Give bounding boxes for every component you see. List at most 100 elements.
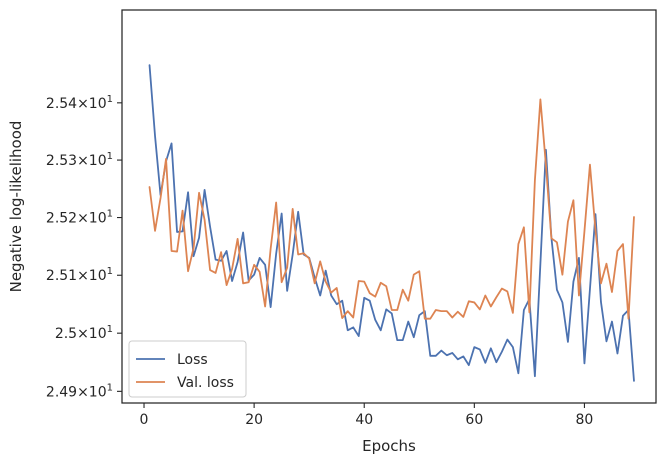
data-point-val-loss [324,280,326,282]
data-point-val-loss [280,281,282,283]
data-point-loss [512,346,514,348]
data-point-loss [583,362,585,364]
data-point-loss [319,294,321,296]
data-point-loss [616,352,618,354]
data-point-loss [457,358,459,360]
data-point-loss [209,226,211,228]
plot-frame [121,9,657,404]
data-point-val-loss [473,301,475,303]
data-point-loss [187,191,189,193]
data-point-val-loss [336,287,338,289]
y-tick-label: 2.52×101 [46,209,113,227]
data-point-loss [176,231,178,233]
data-point-loss [611,320,613,322]
legend-label-val-loss: Val. loss [177,375,234,391]
y-tick-label: 2.5×101 [55,324,113,342]
data-point-loss [479,348,481,350]
data-point-val-loss [506,290,508,292]
data-point-val-loss [369,292,371,294]
data-point-loss [280,212,282,214]
data-point-loss [589,288,591,290]
data-point-val-loss [165,158,167,160]
x-tick-label: 80 [576,412,594,428]
data-point-val-loss [192,247,194,249]
data-point-loss [484,362,486,364]
data-point-loss [490,347,492,349]
data-point-loss [473,346,475,348]
data-point-val-loss [512,312,514,314]
data-point-val-loss [534,179,536,181]
data-point-val-loss [374,295,376,297]
legend: Loss Val. loss [128,340,247,398]
y-tick-label: 2.49×101 [46,382,113,400]
data-point-val-loss [275,201,277,203]
data-point-val-loss [148,186,150,188]
data-point-val-loss [220,251,222,253]
data-point-val-loss [358,280,360,282]
data-point-val-loss [490,305,492,307]
data-point-loss [446,354,448,356]
data-point-val-loss [457,311,459,313]
data-point-val-loss [523,226,525,228]
data-point-val-loss [214,272,216,274]
data-point-val-loss [446,310,448,312]
data-point-val-loss [545,163,547,165]
data-point-val-loss [380,282,382,284]
y-axis: 2.49×101 2.5×101 2.51×101 2.52×101 2.53×101 2… [46,94,122,400]
data-point-val-loss [611,291,613,293]
data-point-loss [264,264,266,266]
data-point-loss [391,312,393,314]
data-point-val-loss [291,208,293,210]
data-point-val-loss [479,308,481,310]
x-tick-label: 0 [140,412,149,428]
data-point-loss [435,355,437,357]
data-point-loss [231,280,233,282]
data-point-loss [236,261,238,263]
data-point-val-loss [583,230,585,232]
series-points-val-loss [148,98,635,320]
data-point-val-loss [347,310,349,312]
data-point-loss [501,351,503,353]
data-point-loss [154,135,156,137]
data-point-val-loss [231,268,233,270]
data-point-loss [402,339,404,341]
data-point-loss [462,355,464,357]
data-point-loss [413,336,415,338]
data-point-val-loss [578,294,580,296]
data-point-loss [347,329,349,331]
data-point-loss [148,64,150,66]
data-point-val-loss [308,257,310,259]
data-point-val-loss [495,296,497,298]
data-point-loss [330,294,332,296]
data-point-val-loss [258,271,260,273]
data-point-loss [297,211,299,213]
data-point-loss [418,314,420,316]
data-point-loss [517,372,519,374]
data-point-loss [633,380,635,382]
data-point-val-loss [363,280,365,282]
legend-label-loss: Loss [177,352,208,368]
series-line-val-loss [148,98,635,320]
data-point-val-loss [170,250,172,252]
x-axis-label: Epochs [362,437,416,455]
data-point-loss [451,352,453,354]
data-point-loss [324,269,326,271]
data-point-loss [380,329,382,331]
data-point-val-loss [242,282,244,284]
data-point-val-loss [440,310,442,312]
data-point-val-loss [633,216,635,218]
data-point-loss [622,315,624,317]
data-point-loss [468,364,470,366]
data-point-val-loss [556,241,558,243]
data-point-val-loss [616,250,618,252]
data-point-val-loss [352,316,354,318]
data-point-loss [556,289,558,291]
data-point-val-loss [391,309,393,311]
data-point-val-loss [225,284,227,286]
data-point-val-loss [424,317,426,319]
data-point-val-loss [396,309,398,311]
data-point-loss [506,338,508,340]
data-point-val-loss [550,237,552,239]
data-point-val-loss [203,219,205,221]
